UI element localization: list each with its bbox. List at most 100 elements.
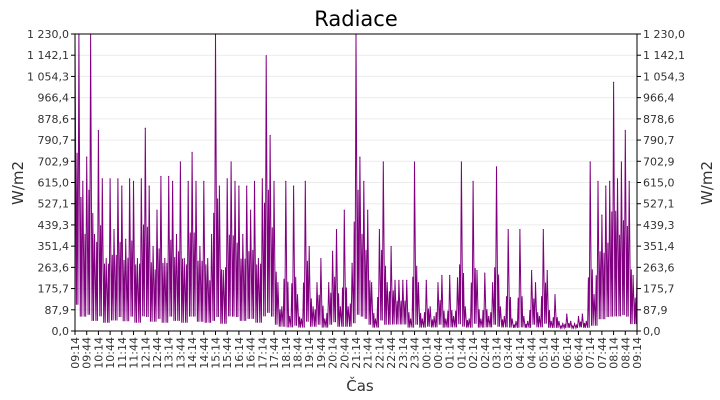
data-point — [609, 180, 611, 182]
x-tick-label: 12:44 — [151, 337, 164, 369]
data-point — [328, 282, 330, 284]
x-tick-label: 07:44 — [596, 337, 609, 369]
data-point — [581, 313, 583, 315]
x-tick-label: 10:14 — [92, 337, 105, 369]
data-point — [109, 178, 111, 180]
x-tick-label: 20:44 — [338, 337, 351, 369]
data-point — [113, 228, 115, 231]
data-point — [97, 129, 100, 132]
x-tick-label: 22:14 — [373, 337, 386, 369]
x-tick-label: 22:44 — [385, 337, 398, 369]
data-point — [394, 279, 396, 281]
x-tick-label: 11:44 — [128, 337, 141, 369]
data-point — [519, 228, 521, 231]
data-point — [343, 209, 345, 211]
data-point — [558, 320, 560, 322]
data-point — [93, 233, 96, 236]
data-point — [140, 178, 142, 180]
data-point — [515, 320, 517, 322]
y-tick-label-right: 615,0 — [643, 177, 675, 190]
data-point — [187, 180, 189, 182]
y-tick-label-right: 175,7 — [643, 283, 675, 296]
x-tick-label: 05:44 — [549, 337, 562, 369]
x-tick-label: 04:44 — [526, 337, 539, 369]
data-point — [445, 318, 447, 320]
y-tick-label: 1 142,1 — [27, 49, 69, 62]
x-tick-label: 00:44 — [432, 337, 445, 369]
data-point — [331, 250, 334, 252]
data-point — [222, 270, 224, 272]
x-tick-label: 06:44 — [572, 337, 585, 369]
data-point — [452, 315, 455, 318]
data-point — [273, 180, 275, 182]
data-point — [417, 282, 420, 284]
data-point — [281, 306, 283, 308]
x-tick-label: 18:14 — [280, 337, 293, 369]
y-axis-label-right: W/m2 — [698, 161, 716, 205]
data-point — [460, 161, 462, 163]
x-axis-label: Čas — [346, 376, 374, 395]
data-point — [179, 161, 181, 163]
data-point — [570, 320, 572, 322]
y-tick-label-right: 702,9 — [643, 155, 675, 168]
y-tick-label-right: 0,0 — [643, 325, 661, 338]
y-tick-label-right: 790,7 — [643, 134, 675, 147]
data-point — [312, 306, 314, 308]
data-point — [242, 233, 244, 236]
y-tick-label: 263,6 — [38, 261, 70, 274]
data-point — [472, 180, 474, 182]
data-point — [265, 55, 267, 57]
data-point — [175, 233, 178, 236]
x-tick-label: 01:44 — [455, 337, 468, 369]
data-point — [382, 161, 384, 163]
y-tick-label: 878,6 — [38, 113, 70, 126]
data-point — [390, 245, 392, 248]
data-point — [593, 294, 595, 296]
x-tick-label: 18:44 — [291, 337, 304, 369]
x-tick-label: 13:44 — [174, 337, 187, 369]
data-point — [406, 279, 408, 281]
x-tick-label: 02:44 — [479, 337, 492, 369]
x-tick-label: 03:44 — [502, 337, 515, 369]
data-point — [597, 180, 599, 182]
data-point — [105, 257, 107, 260]
data-point — [410, 318, 412, 320]
data-point — [554, 294, 556, 296]
data-point — [378, 228, 381, 231]
data-point — [125, 238, 127, 240]
data-point — [499, 306, 502, 308]
data-point — [632, 274, 634, 277]
data-point — [292, 185, 295, 187]
data-point — [503, 315, 505, 318]
data-point — [542, 228, 544, 231]
x-tick-label: 06:14 — [561, 337, 574, 369]
data-point — [261, 178, 263, 180]
data-point — [285, 180, 287, 182]
data-point — [534, 282, 537, 284]
data-point — [121, 185, 123, 187]
data-point — [484, 272, 486, 274]
data-point — [136, 257, 139, 260]
y-tick-label: 702,9 — [38, 155, 70, 168]
x-tick-label: 19:44 — [315, 337, 328, 369]
data-point — [476, 270, 478, 272]
x-tick-label: 08:14 — [608, 337, 621, 369]
y-tick-label: 439,3 — [38, 219, 70, 232]
x-tick-label: 20:14 — [327, 337, 340, 369]
data-point — [456, 277, 459, 279]
y-tick-label: 527,1 — [38, 198, 70, 211]
plot-frame — [74, 33, 638, 332]
y-tick-label: 615,0 — [38, 177, 70, 190]
y-axis-label: W/m2 — [9, 161, 27, 205]
y-tick-label: 175,7 — [38, 283, 70, 296]
x-tick-label: 02:14 — [467, 337, 480, 369]
data-point — [441, 274, 443, 277]
y-tick-label-right: 966,4 — [643, 92, 675, 105]
y-tick-label-right: 1 142,1 — [643, 49, 685, 62]
data-point — [289, 315, 291, 318]
data-point — [550, 320, 552, 322]
data-point — [601, 214, 603, 216]
y-tick-label: 966,4 — [38, 92, 70, 105]
x-tick-label: 09:14 — [69, 337, 82, 369]
